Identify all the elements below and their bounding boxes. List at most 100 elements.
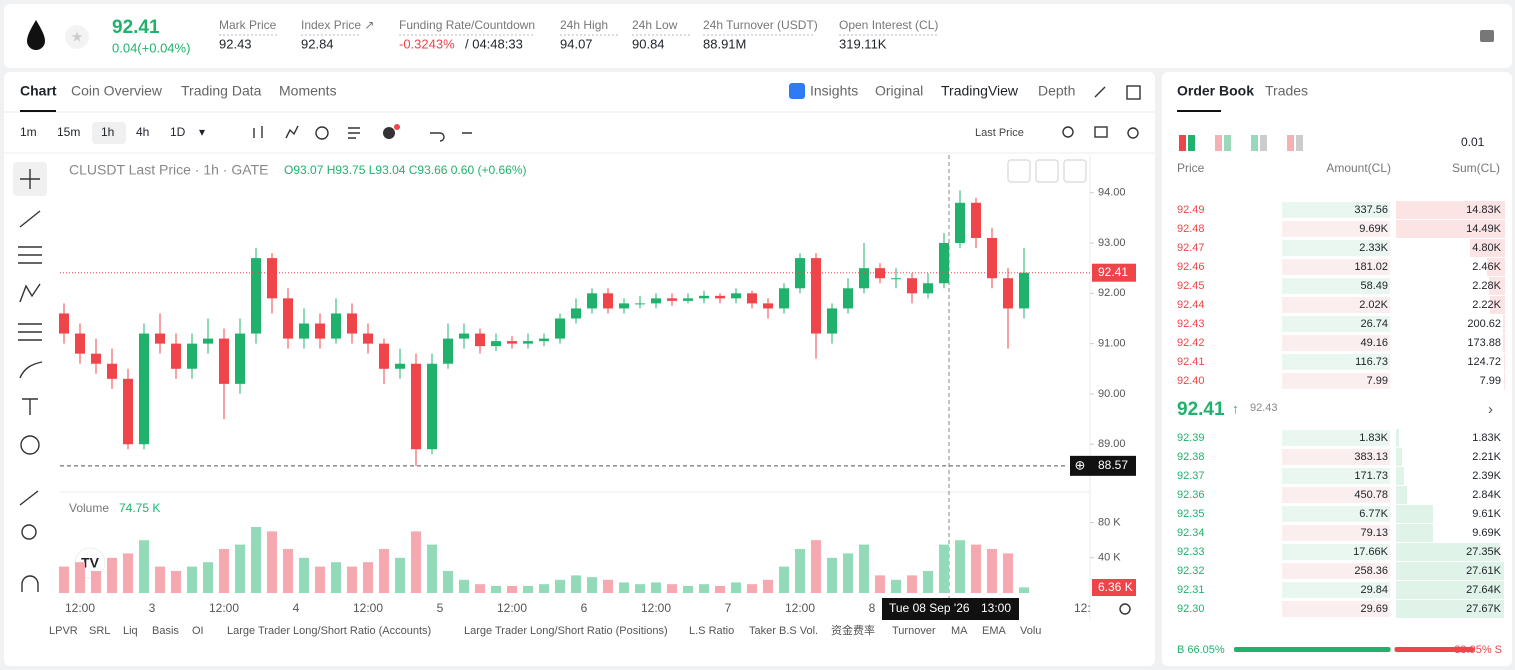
x-tick-label: 12: — [1074, 601, 1091, 615]
interval[interactable]: 1D — [170, 125, 186, 139]
measure-tool[interactable] — [18, 323, 42, 341]
stat-value: -0.3243% — [399, 36, 455, 51]
chart-type-icons[interactable] — [253, 125, 299, 139]
ob-price: 92.39 — [1177, 432, 1205, 444]
ob-amount: 337.56 — [1354, 204, 1388, 216]
interval[interactable]: 4h — [136, 125, 149, 139]
window-icon[interactable] — [1126, 85, 1141, 100]
settings-icon[interactable] — [1127, 127, 1139, 139]
ob-amount: 29.84 — [1360, 584, 1388, 596]
ob-price: 92.48 — [1177, 223, 1205, 235]
indicator[interactable]: Large Trader Long/Short Ratio (Accounts) — [227, 625, 431, 637]
view-tab[interactable]: Original — [875, 83, 923, 99]
collapse-button[interactable] — [1035, 159, 1059, 183]
ob-tick[interactable]: 0.01 — [1461, 135, 1485, 149]
interval[interactable]: 15m — [57, 125, 80, 139]
indicator[interactable]: LPVR — [49, 625, 78, 637]
ob-amount: 2.02K — [1359, 299, 1388, 311]
ob-icon[interactable] — [1188, 135, 1195, 151]
volume-bar — [91, 571, 101, 593]
indicator[interactable]: Large Trader Long/Short Ratio (Positions… — [464, 625, 668, 637]
indicator[interactable]: 资金费率 — [831, 623, 875, 637]
candle-body — [219, 338, 229, 384]
notes-icon[interactable] — [1480, 30, 1494, 42]
stat-label: Open Interest (CL) — [839, 18, 938, 32]
interval[interactable]: 1m — [20, 125, 37, 139]
depth-bar — [1503, 315, 1505, 333]
candle-body — [267, 258, 277, 299]
scroll-button[interactable] — [1007, 159, 1031, 183]
indicator[interactable]: Basis — [152, 625, 179, 637]
camera-icon[interactable] — [1094, 126, 1108, 138]
indicator[interactable]: MA — [951, 625, 968, 637]
price-type[interactable]: Last Price — [975, 127, 1024, 139]
ohlc-legend: O93.07 H93.75 L93.04 C93.66 0.60 (+0.66%… — [284, 163, 527, 177]
candle-body — [907, 278, 917, 294]
ob-tab[interactable]: Order Book — [1177, 83, 1254, 99]
indicator[interactable]: Volu — [1020, 625, 1041, 637]
indicator[interactable]: Taker B.S Vol. — [749, 625, 818, 637]
search-icon[interactable] — [1062, 126, 1074, 138]
view-tab[interactable]: TradingView — [941, 83, 1019, 99]
volume-bar — [411, 531, 421, 593]
pattern-tool[interactable] — [19, 283, 41, 303]
indicator[interactable]: EMA — [982, 625, 1007, 637]
star[interactable]: ★ — [71, 29, 84, 45]
cross-tool[interactable] — [20, 169, 40, 189]
candle-body — [459, 333, 469, 339]
view-tab[interactable]: Insights — [810, 83, 858, 99]
expand-icon[interactable] — [1094, 86, 1106, 98]
depth-bar — [1504, 372, 1505, 390]
interval[interactable]: 1h — [101, 125, 114, 139]
ob-icon[interactable] — [1224, 135, 1231, 151]
ob-icon[interactable] — [1251, 135, 1258, 151]
volume-bar — [507, 585, 517, 593]
chart-tab[interactable]: Chart — [20, 83, 57, 99]
volume-bar — [699, 584, 709, 593]
indicator[interactable]: L.S Ratio — [689, 625, 734, 637]
ob-price: 92.35 — [1177, 508, 1205, 520]
ob-icon[interactable] — [1260, 135, 1267, 151]
chart-tab[interactable]: Trading Data — [181, 83, 262, 99]
indicator[interactable]: OI — [192, 625, 204, 637]
line-tool[interactable] — [19, 210, 41, 228]
ob-sum: 1.83K — [1472, 432, 1501, 444]
ob-tab[interactable]: Trades — [1265, 83, 1308, 99]
ob-icon[interactable] — [1296, 135, 1303, 151]
magnet-tool[interactable] — [21, 575, 39, 592]
chart-tab[interactable]: Coin Overview — [71, 83, 163, 99]
refresh-button[interactable] — [1063, 159, 1087, 183]
ob-amount: 171.73 — [1354, 470, 1388, 482]
indicator-icon[interactable] — [348, 127, 360, 139]
text-tool[interactable] — [22, 398, 38, 415]
candle-body — [571, 308, 581, 319]
candle-body — [1003, 278, 1013, 309]
ob-icons — [1179, 135, 1303, 151]
ob-icon[interactable] — [1287, 135, 1294, 151]
add-icon[interactable] — [383, 127, 395, 139]
brush-tool[interactable] — [19, 361, 43, 379]
emoji-tool[interactable] — [20, 435, 40, 455]
volume-bar — [843, 553, 853, 593]
ruler-tool[interactable] — [19, 490, 39, 506]
view-tab[interactable]: Depth — [1038, 83, 1075, 99]
indicator[interactable]: SRL — [89, 625, 110, 637]
undo-redo[interactable] — [430, 132, 472, 142]
favorite[interactable] — [65, 25, 89, 49]
indicator[interactable]: Turnover — [892, 625, 936, 637]
axis-settings[interactable] — [1119, 603, 1131, 615]
ob-icon[interactable] — [1215, 135, 1222, 151]
x-tick-label: 12:00 — [641, 601, 671, 615]
zoom-tool[interactable] — [21, 524, 37, 540]
candle-body — [411, 363, 421, 450]
candle-body — [363, 333, 373, 344]
fib-tool[interactable] — [18, 246, 42, 264]
ob-icon[interactable] — [1179, 135, 1186, 151]
indicator[interactable]: Liq — [123, 625, 138, 637]
volume-bar — [1003, 553, 1013, 593]
replay-icon[interactable] — [315, 126, 329, 140]
chart-tab[interactable]: Moments — [279, 83, 337, 99]
volume-bar — [875, 575, 885, 593]
ob-amount: 450.78 — [1354, 489, 1388, 501]
